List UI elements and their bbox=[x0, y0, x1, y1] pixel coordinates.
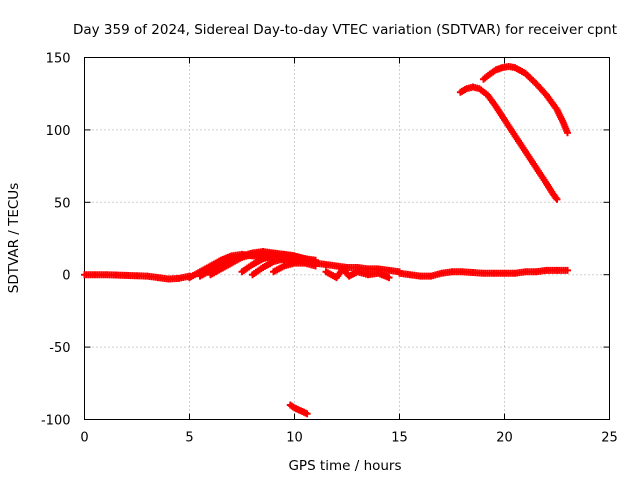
y-tick-label: 0 bbox=[62, 269, 70, 284]
data-point bbox=[564, 129, 571, 137]
series-midday-dip bbox=[322, 265, 393, 282]
series-arc-negative bbox=[286, 401, 311, 418]
y-tick-label: -50 bbox=[49, 341, 70, 356]
data-point bbox=[564, 266, 571, 274]
x-tick-label: 0 bbox=[80, 431, 88, 446]
x-tick-label: 15 bbox=[391, 431, 408, 446]
y-tick-label: -100 bbox=[41, 414, 71, 429]
plot-frame bbox=[84, 57, 610, 420]
y-axis-label: SDTVAR / TECUs bbox=[6, 183, 22, 293]
series-arc-high-1 bbox=[456, 83, 561, 203]
x-tick-label: 5 bbox=[185, 431, 193, 446]
y-tick-label: 50 bbox=[54, 196, 71, 211]
series-afternoon-15-23h bbox=[396, 266, 571, 280]
data-marks bbox=[81, 62, 571, 418]
y-tick-label: 150 bbox=[46, 52, 71, 67]
data-point bbox=[303, 410, 311, 418]
data-point bbox=[553, 195, 561, 203]
series-arc-f bbox=[270, 259, 319, 276]
chart-title: Day 359 of 2024, Sidereal Day-to-day VTE… bbox=[73, 22, 617, 38]
y-tick-label: 100 bbox=[46, 124, 71, 139]
x-tick-label: 25 bbox=[601, 431, 618, 446]
x-axis-label: GPS time / hours bbox=[288, 458, 401, 474]
data-point bbox=[385, 274, 393, 282]
x-tick-label: 20 bbox=[496, 431, 513, 446]
series-arc-high-2 bbox=[480, 62, 571, 137]
x-tick-label: 10 bbox=[286, 431, 303, 446]
